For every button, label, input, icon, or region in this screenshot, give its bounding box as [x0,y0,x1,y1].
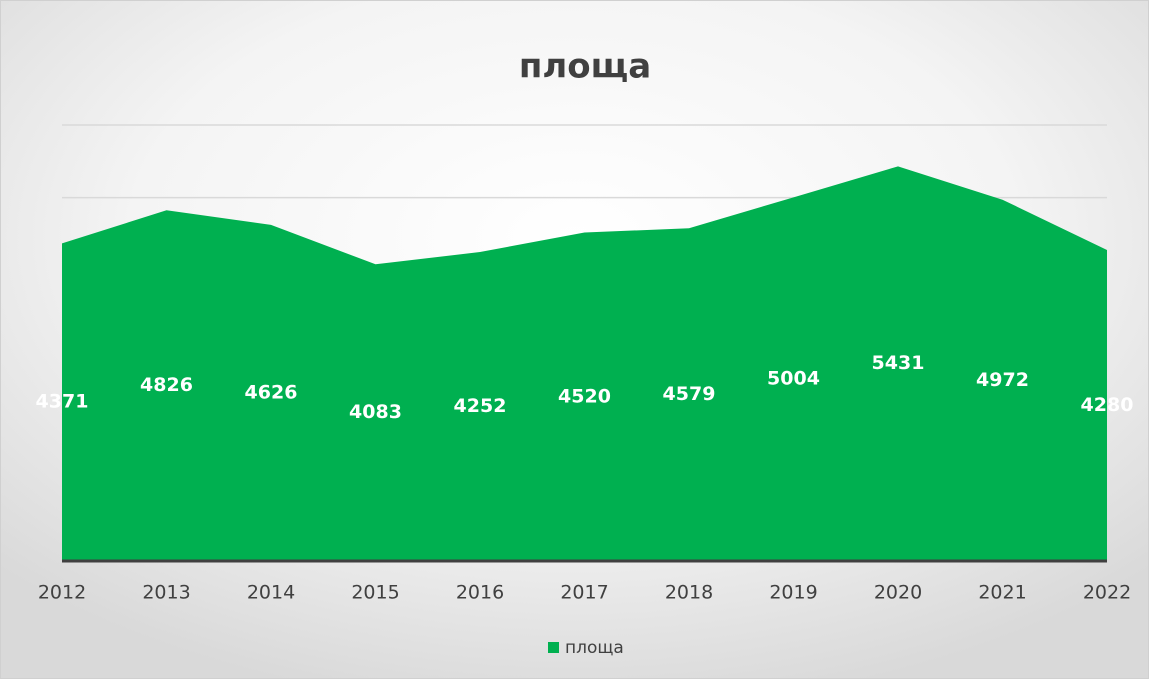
data-label: 4083 [349,401,402,423]
data-label: 4280 [1081,394,1134,416]
data-label: 4520 [558,385,611,407]
x-tick-label: 2019 [769,582,817,604]
data-label: 4579 [663,383,716,405]
x-tick-label: 2022 [1083,582,1131,604]
legend-label: площа [565,638,624,658]
data-label: 4826 [140,374,193,396]
x-tick-label: 2020 [874,582,922,604]
x-tick-label: 2012 [38,582,86,604]
x-tick-label: 2013 [142,582,190,604]
x-tick-label: 2014 [247,582,295,604]
area [62,166,1107,561]
data-label: 4252 [454,395,507,417]
chart-title: площа [519,47,651,87]
x-tick-label: 2021 [978,582,1026,604]
x-tick-label: 2018 [665,582,713,604]
data-label: 5431 [872,352,925,374]
data-label: 4626 [245,381,298,403]
data-label: 5004 [767,368,820,390]
x-tick-label: 2017 [560,582,608,604]
x-tick-label: 2016 [456,582,504,604]
x-tick-label: 2015 [351,582,399,604]
legend-swatch [548,642,559,653]
data-label: 4371 [36,391,89,413]
data-label: 4972 [976,369,1029,391]
